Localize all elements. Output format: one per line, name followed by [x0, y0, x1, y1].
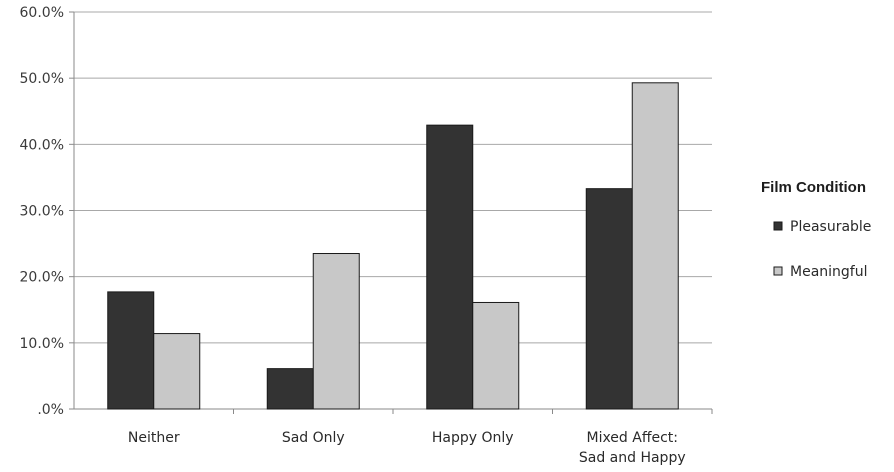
x-tick-label: Sad Only — [282, 430, 345, 446]
y-tick-label: 10.0% — [20, 336, 64, 352]
bar-pleasurable-3 — [426, 124, 474, 410]
bar-meaningful-2 — [312, 253, 360, 410]
y-tick-label: 30.0% — [20, 204, 64, 220]
bar-pleasurable-4 — [585, 188, 633, 410]
axes: .0% 10.0% 20.0% 30.0% 40.0% 50.0% 60.0% — [20, 5, 713, 418]
legend-swatch-meaningful — [773, 266, 783, 276]
bar-pleasurable-1 — [107, 291, 155, 410]
legend-label-pleasurable: Pleasurable — [790, 219, 871, 235]
y-tick-label: 20.0% — [20, 270, 64, 286]
x-tick-label: Mixed Affect: Sad and Happy — [579, 430, 686, 466]
y-tick-label: 50.0% — [20, 71, 64, 87]
legend-title: Film Condition — [761, 179, 866, 196]
category-labels: Neither Sad Only Happy Only Mixed Affect: Sa… — [128, 430, 686, 466]
x-tick-label: Happy Only — [432, 430, 514, 446]
bar-meaningful-4 — [631, 82, 679, 410]
y-tick-label: 40.0% — [20, 137, 64, 153]
legend-label-meaningful: Meaningful — [790, 264, 868, 280]
y-tick-label: 60.0% — [20, 5, 64, 21]
bar-meaningful-1 — [153, 333, 201, 410]
y-tick-label: .0% — [37, 402, 64, 418]
bar-meaningful-3 — [472, 301, 520, 410]
bars — [107, 82, 679, 410]
bar-pleasurable-2 — [266, 368, 314, 410]
legend: Film Condition Pleasurable Meaningful — [761, 179, 871, 280]
x-tick-label: Neither — [128, 430, 180, 446]
legend-swatch-pleasurable — [773, 221, 783, 231]
